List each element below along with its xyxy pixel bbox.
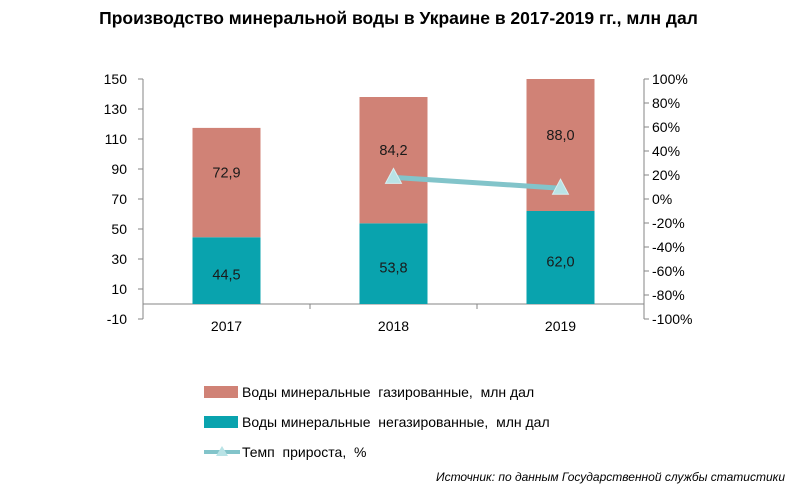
y-tick-label-left: 130 xyxy=(104,101,128,117)
legend-item-growth: Темп прироста, % xyxy=(204,440,550,464)
bar-still xyxy=(359,223,428,304)
growth-line xyxy=(393,174,561,191)
y-tick-label-right: -60% xyxy=(652,263,685,279)
chart-plot: -10 10 30 50 70 90 110 130 150 -100% -80% -60% -40% -… xyxy=(104,71,693,334)
data-label-still: 44,5 xyxy=(212,268,240,284)
data-label-carbonated: 72,9 xyxy=(212,166,240,182)
source-note: Источник: по данным Государственной служ… xyxy=(435,470,785,484)
y-tick-label-right: -20% xyxy=(652,215,685,231)
x-tick-label: 2018 xyxy=(378,318,409,334)
legend-item-carbonated: Воды минеральные газированные, млн дал xyxy=(204,380,550,404)
growth-marker xyxy=(384,167,403,184)
chart-legend: Воды минеральные газированные, млн дал В… xyxy=(204,380,550,470)
y-tick-label-right: 80% xyxy=(652,95,680,111)
legend-label-carbonated: Воды минеральные газированные, млн дал xyxy=(242,384,535,400)
legend-label-growth: Темп прироста, % xyxy=(242,444,367,460)
data-label-still: 62,0 xyxy=(546,255,574,271)
chart-title: Производство минеральной воды в Украине … xyxy=(99,8,698,28)
y-tick-label-right: 100% xyxy=(652,71,688,87)
y-tick-label-right: -100% xyxy=(652,311,692,327)
y-tick-label-right: 0% xyxy=(652,191,672,207)
y-tick-label-left: -10 xyxy=(107,311,127,327)
legend-swatch-carbonated xyxy=(204,386,238,398)
y-tick-label-left: 50 xyxy=(111,221,127,237)
y-tick-label-left: 150 xyxy=(104,71,128,87)
bar-still xyxy=(192,237,261,304)
legend-label-still: Воды минеральные негазированные, млн дал xyxy=(242,414,550,430)
data-label-carbonated: 84,2 xyxy=(379,143,407,159)
x-tick-label: 2017 xyxy=(211,318,242,334)
legend-item-still: Воды минеральные негазированные, млн дал xyxy=(204,410,550,434)
x-tick-label: 2019 xyxy=(545,318,576,334)
y-tick-label-right: -80% xyxy=(652,287,685,303)
growth-marker xyxy=(551,178,570,195)
y-tick-label-right: 40% xyxy=(652,143,680,159)
y-tick-label-right: 20% xyxy=(652,167,680,183)
y-tick-label-left: 30 xyxy=(111,251,127,267)
y-tick-label-left: 10 xyxy=(111,281,127,297)
legend-swatch-still xyxy=(204,416,238,428)
y-tick-label-right: 60% xyxy=(652,119,680,135)
y-tick-label-left: 90 xyxy=(111,161,127,177)
y-tick-label-left: 110 xyxy=(105,131,128,147)
data-label-carbonated: 88,0 xyxy=(546,128,574,144)
y-tick-label-left: 70 xyxy=(111,191,127,207)
bar-still xyxy=(526,211,595,304)
bar-carbonated xyxy=(359,97,428,224)
legend-swatch-growth xyxy=(204,446,240,458)
y-tick-label-right: -40% xyxy=(652,239,685,255)
data-label-still: 53,8 xyxy=(379,261,407,277)
bar-carbonated xyxy=(192,127,261,238)
